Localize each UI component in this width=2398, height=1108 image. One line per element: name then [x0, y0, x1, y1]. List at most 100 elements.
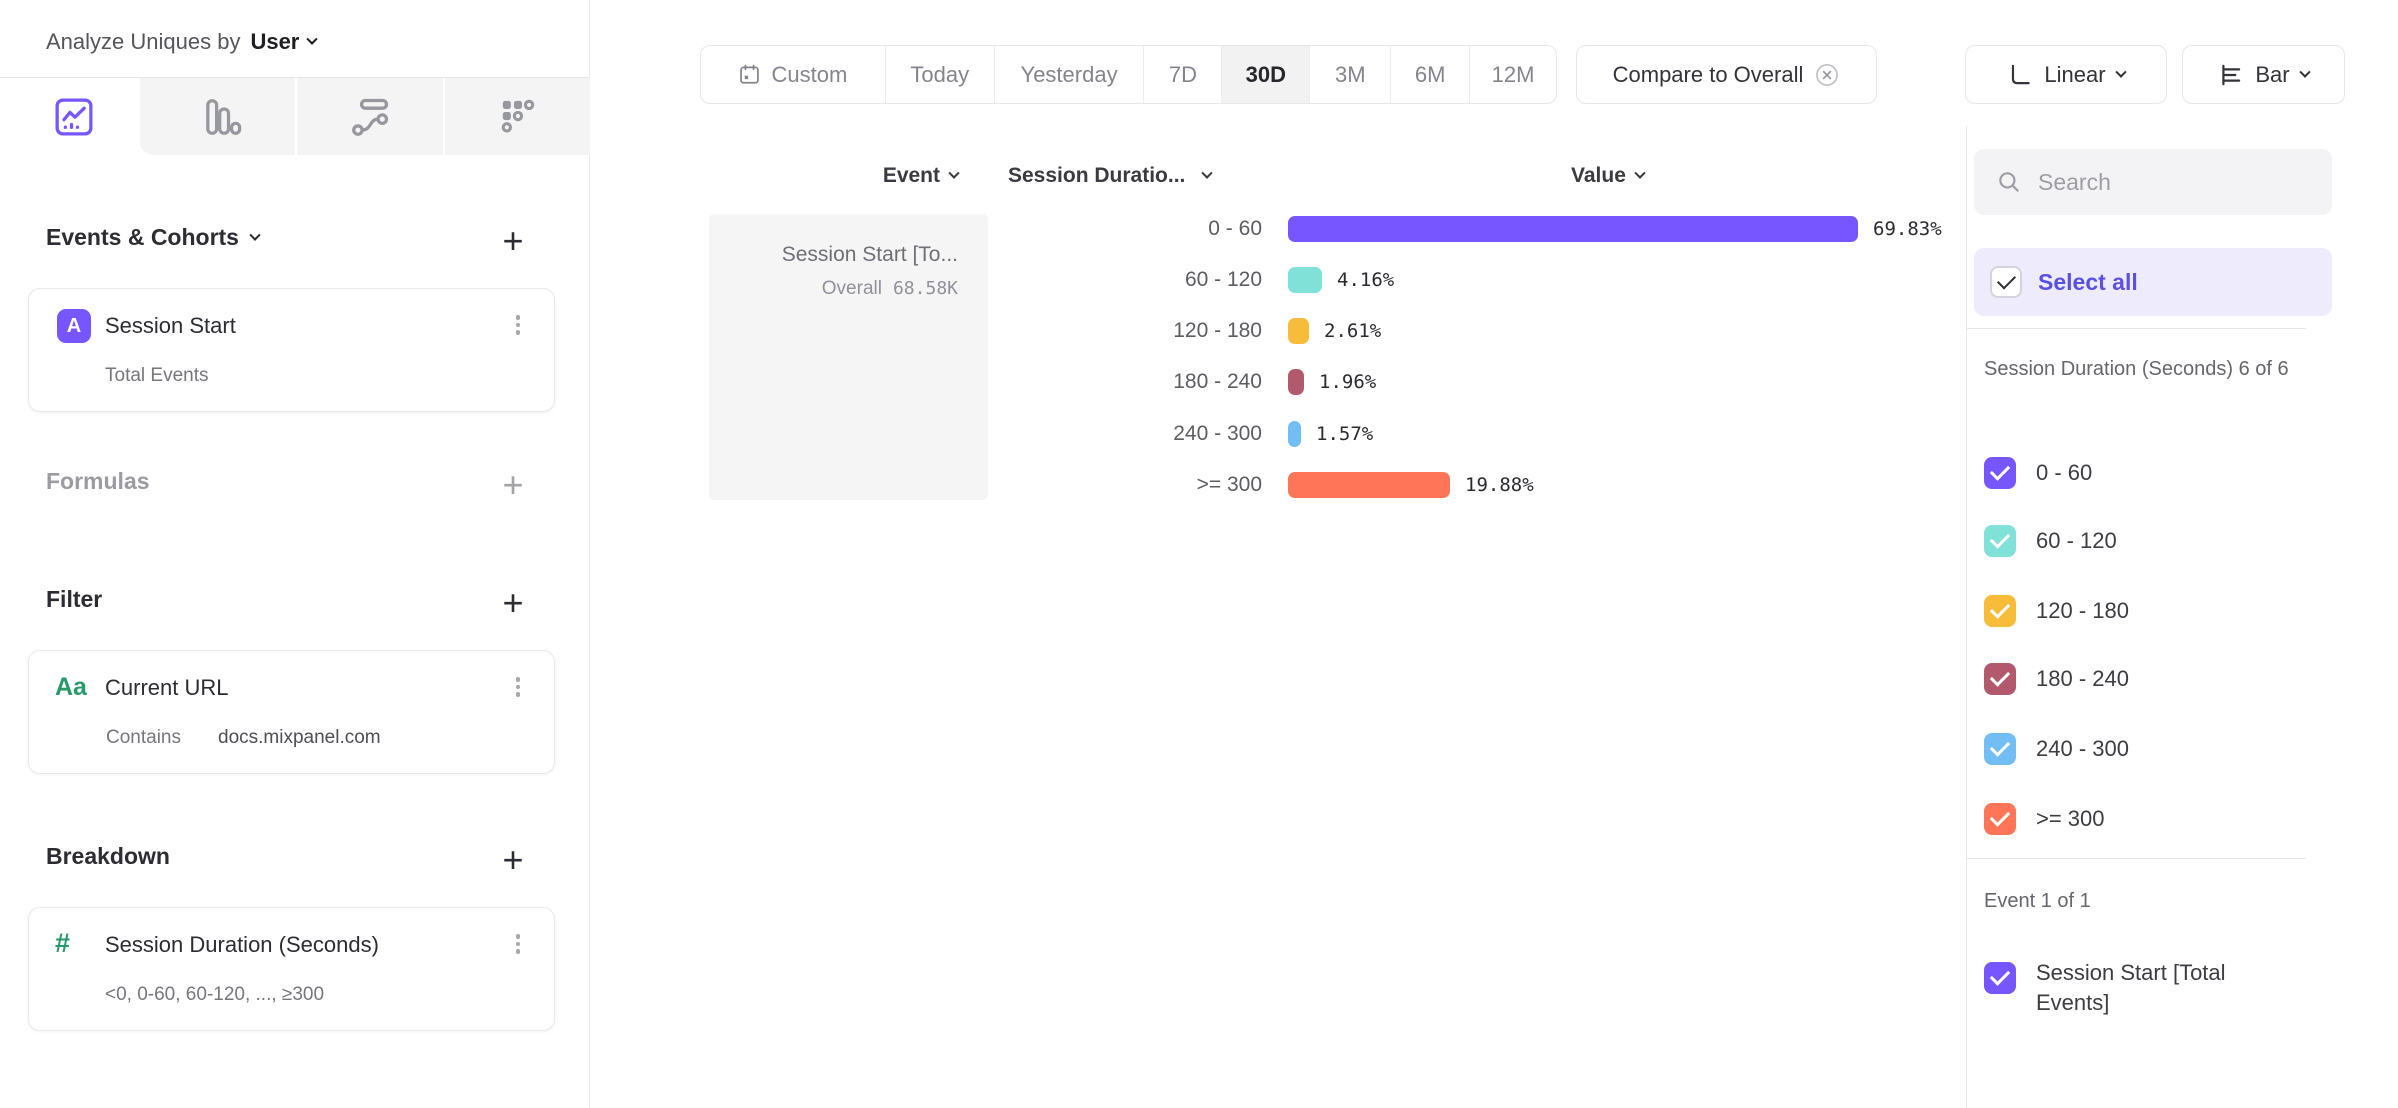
kebab-menu-icon[interactable] [508, 677, 528, 707]
breakdown-group-label: Session Duration (Seconds) 6 of 6 [1984, 358, 2289, 380]
filter-value[interactable]: docs.mixpanel.com [218, 727, 381, 748]
date-range-yesterday[interactable]: Yesterday [993, 46, 1144, 103]
legend-item[interactable]: Session Start [Total Events] [1984, 960, 2226, 1015]
add-breakdown-button[interactable]: + [502, 839, 524, 880]
add-formula-button[interactable]: + [502, 464, 524, 505]
event-letter-badge: A [57, 309, 91, 343]
event-name[interactable]: Session Start [105, 313, 236, 338]
breakdown-card-session-duration[interactable]: # Session Duration (Seconds) <0, 0-60, 6… [28, 907, 555, 1031]
chevron-down-icon [249, 229, 261, 241]
breakdown-buckets[interactable]: <0, 0-60, 60-120, ..., ≥300 [105, 984, 325, 1005]
date-range-control: Custom Today Yesterday 7D 30D 3M 6M 12M [700, 45, 1557, 104]
bucket-label: 60 - 120 [1184, 268, 1262, 291]
legend-item[interactable]: 0 - 60 [1984, 457, 2092, 489]
overall-label: Overall [821, 278, 882, 299]
search-icon [1996, 169, 2022, 195]
filter-operator[interactable]: Contains [106, 727, 181, 748]
chevron-down-icon [2114, 66, 2127, 78]
legend-checkbox[interactable] [1984, 663, 2016, 695]
tab-retention[interactable] [443, 78, 590, 155]
sidebar-header-divider [0, 77, 590, 78]
bar-value: 4.16% [1337, 269, 1395, 291]
analyze-label: Analyze Uniques by [46, 29, 241, 54]
list-divider [1966, 328, 2306, 329]
event-card-session-start[interactable]: A Session Start Total Events [28, 288, 555, 412]
scale-dropdown[interactable]: Linear [1965, 45, 2167, 104]
filter-card-current-url[interactable]: Aa Current URL Contains docs.mixpanel.co… [28, 650, 555, 774]
analyze-by-dropdown[interactable]: User [250, 29, 319, 55]
search-input[interactable] [2038, 168, 2288, 196]
add-filter-button[interactable]: + [502, 582, 524, 623]
legend-checkbox[interactable] [1984, 595, 2016, 627]
legend-label: >= 300 [2036, 806, 2105, 831]
select-all-row[interactable]: Select all [1974, 248, 2332, 316]
filter-title: Filter [46, 586, 103, 612]
column-header-event[interactable]: Event [838, 164, 960, 188]
legend-item[interactable]: 60 - 120 [1984, 525, 2117, 557]
tab-insights-active[interactable] [0, 78, 147, 155]
kebab-menu-icon[interactable] [508, 934, 528, 964]
column-header-value[interactable]: Value [1571, 164, 1646, 188]
bar-segment[interactable] [1288, 369, 1304, 395]
date-range-today[interactable]: Today [884, 46, 994, 103]
formulas-title: Formulas [46, 468, 150, 494]
calendar-icon [738, 63, 761, 86]
date-range-7d[interactable]: 7D [1143, 46, 1221, 103]
bar-value: 19.88% [1465, 474, 1534, 496]
bar-segment[interactable] [1288, 472, 1450, 498]
filter-heading: Filter [46, 586, 102, 613]
bar-segment[interactable] [1288, 318, 1309, 344]
tab-flows[interactable] [296, 78, 443, 155]
date-range-label: Custom [771, 61, 848, 87]
bar-segment[interactable] [1288, 267, 1322, 293]
bar-segment[interactable] [1288, 216, 1858, 242]
event-cell-overall: Overall 68.58K [822, 278, 958, 300]
chart-type-dropdown[interactable]: Bar [2182, 45, 2345, 104]
chevron-down-icon [306, 33, 319, 45]
legend-item[interactable]: 180 - 240 [1984, 663, 2129, 695]
legend-label: Session Start [Total Events] [2036, 960, 2226, 1015]
bar-value: 2.61% [1324, 320, 1382, 342]
bar-segment[interactable] [1288, 421, 1301, 447]
chevron-down-icon [948, 167, 960, 179]
event-cell[interactable]: Session Start [To... Overall 68.58K [709, 214, 988, 500]
tab-separator [295, 78, 297, 155]
kebab-menu-icon[interactable] [508, 315, 528, 345]
legend-checkbox[interactable] [1984, 525, 2016, 557]
events-cohorts-heading[interactable]: Events & Cohorts [46, 224, 261, 251]
filter-property-name[interactable]: Current URL [105, 675, 229, 700]
retention-grid-icon [494, 94, 540, 140]
compare-to-overall-button[interactable]: Compare to Overall [1576, 45, 1877, 104]
legend-checkbox[interactable] [1984, 803, 2016, 835]
select-all-checkbox[interactable] [1990, 266, 2022, 298]
string-property-icon: Aa [55, 673, 87, 701]
legend-item[interactable]: >= 300 [1984, 803, 2105, 835]
column-header-breakdown[interactable]: Session Duratio... [1008, 164, 1214, 188]
date-range-30d-active[interactable]: 30D [1221, 46, 1310, 103]
event-cell-title: Session Start [To... [781, 243, 958, 266]
add-event-button[interactable]: + [502, 220, 524, 261]
segment-search[interactable] [1974, 149, 2332, 215]
legend-checkbox[interactable] [1984, 457, 2016, 489]
legend-checkbox[interactable] [1984, 962, 2016, 994]
query-builder-sidebar: Analyze Uniques by User [0, 0, 590, 1108]
date-range-12m[interactable]: 12M [1469, 46, 1556, 103]
legend-label: 180 - 240 [2036, 666, 2129, 691]
breakdown-property-name[interactable]: Session Duration (Seconds) [105, 932, 379, 957]
legend-item[interactable]: 240 - 300 [1984, 733, 2129, 765]
tab-funnels[interactable] [148, 78, 295, 155]
remove-compare-icon[interactable] [1814, 62, 1840, 88]
legend-checkbox[interactable] [1984, 733, 2016, 765]
scale-value: Linear [2044, 61, 2106, 87]
legend-label: 120 - 180 [2036, 598, 2129, 623]
analyze-by-value: User [250, 29, 300, 54]
bucket-label: 240 - 300 [1173, 422, 1262, 445]
legend-item[interactable]: 120 - 180 [1984, 595, 2129, 627]
analyze-row: Analyze Uniques by User [46, 22, 319, 62]
event-measurement[interactable]: Total Events [105, 365, 209, 386]
date-range-3m[interactable]: 3M [1309, 46, 1390, 103]
date-range-custom[interactable]: Custom [701, 46, 885, 103]
date-range-6m[interactable]: 6M [1390, 46, 1469, 103]
legend-label: 60 - 120 [2036, 528, 2117, 553]
